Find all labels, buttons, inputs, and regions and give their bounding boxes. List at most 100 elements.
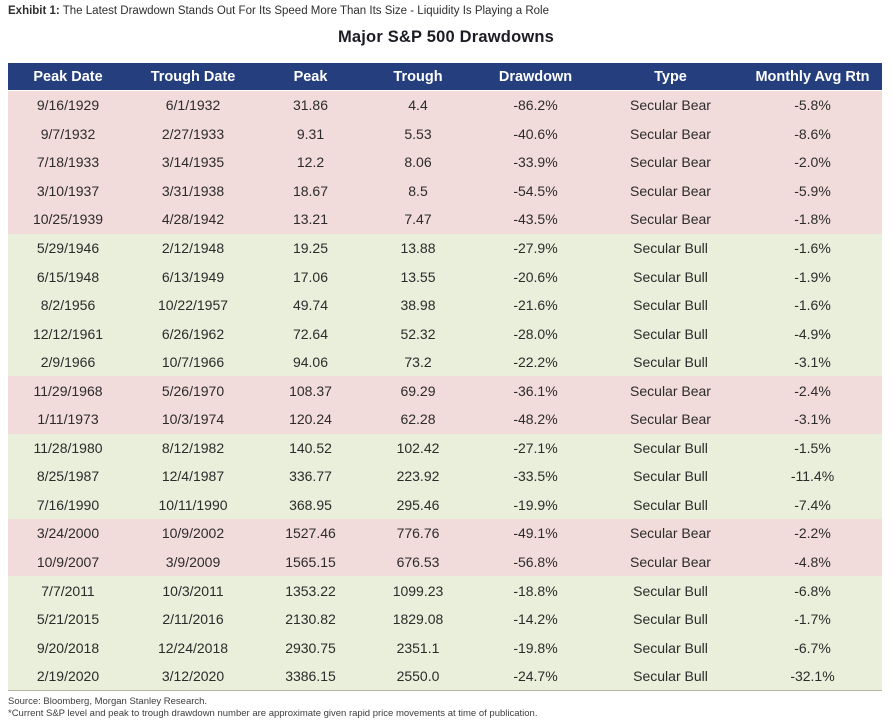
cell-peak: 140.52 bbox=[289, 439, 332, 456]
cell-trough-date: 8/12/1982 bbox=[161, 439, 225, 456]
cell-type: Secular Bear bbox=[630, 125, 711, 142]
cell-trough-date: 2/27/1933 bbox=[161, 125, 225, 142]
cell-monthly-avg-rtn: -1.8% bbox=[794, 211, 831, 228]
cell-peak-date: 7/18/1933 bbox=[36, 154, 100, 171]
table-row: 11/28/1980 8/12/1982 140.52 102.42 -27.1% Sec… bbox=[8, 433, 882, 463]
cell-peak: 18.67 bbox=[292, 182, 329, 199]
cell-monthly-avg-rtn: -1.6% bbox=[794, 297, 831, 314]
table-row: 12/12/1961 6/26/1962 72.64 52.32 -28.0% Secul… bbox=[8, 319, 882, 348]
cell-monthly-avg-rtn: -4.9% bbox=[794, 325, 831, 342]
approximation-note: *Current S&P level and peak to trough dr… bbox=[8, 708, 538, 720]
cell-monthly-avg-rtn: -3.1% bbox=[794, 411, 831, 428]
cell-peak-date: 7/7/2011 bbox=[41, 582, 95, 599]
cell-type: Secular Bear bbox=[630, 411, 711, 428]
column-header-drawdown: Drawdown bbox=[498, 68, 573, 85]
cell-trough: 69.29 bbox=[400, 382, 436, 399]
cell-trough: 4.4 bbox=[408, 97, 428, 114]
cell-drawdown: -27.1% bbox=[513, 439, 558, 456]
cell-trough: 5.53 bbox=[404, 125, 432, 142]
cell-monthly-avg-rtn: -1.5% bbox=[794, 439, 831, 456]
cell-drawdown: -86.2% bbox=[513, 97, 558, 114]
cell-peak-date: 10/25/1939 bbox=[32, 211, 104, 228]
cell-trough-date: 10/3/1974 bbox=[161, 411, 225, 428]
column-header-trough-date: Trough Date bbox=[150, 68, 236, 85]
drawdowns-table: Peak Date Trough Date Peak Trough Drawdown Ty… bbox=[8, 63, 882, 692]
table-row: 9/20/2018 12/24/2018 2930.75 2351.1 -19.8% Se… bbox=[8, 633, 882, 662]
cell-peak: 1527.46 bbox=[285, 525, 336, 542]
cell-type: Secular Bull bbox=[633, 496, 708, 513]
cell-trough: 73.2 bbox=[404, 354, 432, 371]
cell-monthly-avg-rtn: -8.6% bbox=[794, 125, 831, 142]
cell-type: Secular Bear bbox=[630, 182, 711, 199]
cell-drawdown: -20.6% bbox=[513, 268, 558, 285]
cell-peak: 12.2 bbox=[296, 154, 325, 171]
cell-trough: 223.92 bbox=[396, 468, 440, 485]
cell-monthly-avg-rtn: -5.9% bbox=[794, 182, 831, 199]
cell-peak: 336.77 bbox=[289, 468, 332, 485]
cell-drawdown: -21.6% bbox=[513, 297, 558, 314]
cell-drawdown: -54.5% bbox=[513, 182, 558, 199]
table-row: 2/9/1966 10/7/1966 94.06 73.2 -22.2% Secular … bbox=[8, 347, 882, 377]
cell-type: Secular Bear bbox=[630, 554, 711, 571]
table-title: Major S&P 500 Drawdowns bbox=[337, 28, 555, 46]
cell-trough: 13.55 bbox=[400, 268, 436, 285]
cell-type: Secular Bull bbox=[633, 325, 708, 342]
cell-trough: 7.47 bbox=[404, 211, 432, 228]
cell-trough-date: 3/9/2009 bbox=[165, 554, 221, 571]
cell-trough: 102.42 bbox=[396, 439, 440, 456]
cell-monthly-avg-rtn: -4.8% bbox=[794, 554, 831, 571]
table-row: 6/15/1948 6/13/1949 17.06 13.55 -20.6% Secula… bbox=[8, 262, 882, 291]
cell-peak: 19.25 bbox=[292, 240, 329, 256]
cell-type: Secular Bull bbox=[633, 297, 708, 314]
cell-peak: 120.24 bbox=[289, 411, 332, 428]
cell-trough-date: 3/12/2020 bbox=[161, 668, 225, 685]
cell-drawdown: -56.8% bbox=[513, 554, 558, 571]
exhibit-title-text: The Latest Drawdown Stands Out For Its S… bbox=[62, 5, 549, 17]
column-header-peak: Peak bbox=[293, 68, 328, 85]
cell-drawdown: -22.2% bbox=[513, 354, 558, 371]
cell-type: Secular Bear bbox=[630, 525, 711, 542]
cell-drawdown: -19.9% bbox=[513, 496, 558, 513]
cell-trough-date: 5/26/1970 bbox=[161, 382, 225, 399]
cell-drawdown: -33.5% bbox=[513, 468, 558, 485]
cell-peak: 31.86 bbox=[292, 97, 329, 114]
cell-type: Secular Bull bbox=[633, 439, 708, 456]
cell-peak: 368.95 bbox=[289, 496, 332, 513]
cell-peak-date: 9/20/2018 bbox=[36, 639, 100, 656]
table-row: 10/9/2007 3/9/2009 1565.15 676.53 -56.8% Secu… bbox=[8, 547, 882, 577]
cell-trough-date: 10/7/1966 bbox=[161, 354, 225, 371]
cell-drawdown: -48.2% bbox=[513, 411, 558, 428]
cell-peak-date: 8/2/1956 bbox=[40, 297, 96, 314]
cell-trough: 1099.23 bbox=[392, 582, 444, 599]
cell-trough-date: 2/11/2016 bbox=[162, 611, 224, 628]
cell-trough: 1829.08 bbox=[392, 611, 444, 628]
cell-trough: 52.32 bbox=[400, 325, 436, 342]
cell-peak: 1353.22 bbox=[285, 582, 336, 599]
cell-monthly-avg-rtn: -5.8% bbox=[794, 97, 831, 114]
table-row: 3/24/2000 10/9/2002 1527.46 776.76 -49.1% Sec… bbox=[8, 519, 882, 548]
cell-type: Secular Bull bbox=[633, 468, 708, 485]
table-row: 7/7/2011 10/3/2011 1353.22 1099.23 -18.8% Sec… bbox=[8, 576, 882, 605]
table-row: 9/7/1932 2/27/1933 9.31 5.53 -40.6% Secular B… bbox=[8, 119, 882, 149]
table-row: 7/18/1933 3/14/1935 12.2 8.06 -33.9% Secular … bbox=[8, 148, 882, 177]
cell-peak-date: 9/7/1932 bbox=[40, 125, 96, 142]
cell-peak-date: 7/16/1990 bbox=[36, 496, 100, 513]
source-note: Source: Bloomberg, Morgan Stanley Resear… bbox=[8, 696, 208, 708]
cell-peak-date: 2/9/1966 bbox=[40, 354, 96, 371]
cell-trough-date: 6/13/1949 bbox=[161, 268, 225, 285]
cell-trough: 2351.1 bbox=[396, 639, 440, 656]
cell-peak: 2130.82 bbox=[285, 611, 336, 628]
cell-type: Secular Bull bbox=[633, 240, 708, 256]
cell-trough: 38.98 bbox=[400, 297, 436, 314]
cell-type: Secular Bull bbox=[633, 668, 708, 685]
cell-type: Secular Bull bbox=[633, 611, 708, 628]
cell-peak-date: 6/15/1948 bbox=[36, 268, 100, 285]
cell-monthly-avg-rtn: -1.7% bbox=[794, 611, 831, 628]
cell-trough: 2550.0 bbox=[396, 668, 440, 685]
cell-trough-date: 3/14/1935 bbox=[161, 154, 225, 171]
column-header-type: Type bbox=[654, 68, 687, 85]
cell-trough-date: 10/11/1990 bbox=[158, 496, 228, 513]
cell-peak-date: 2/19/2020 bbox=[36, 668, 100, 685]
exhibit-label: Exhibit 1: bbox=[8, 5, 60, 17]
cell-peak-date: 11/28/1980 bbox=[33, 439, 103, 456]
